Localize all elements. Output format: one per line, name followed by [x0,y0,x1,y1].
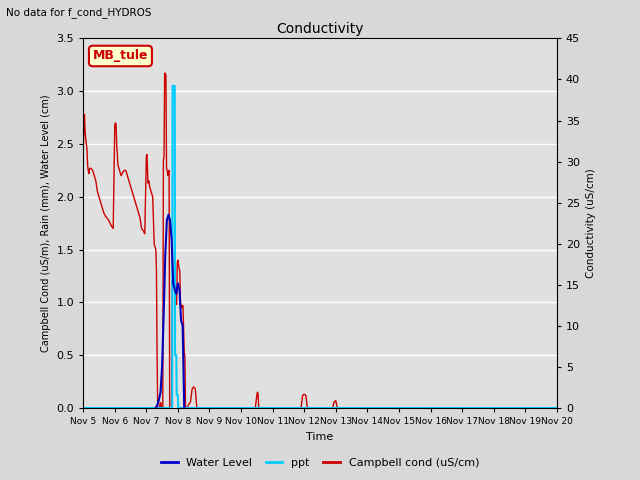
Text: MB_tule: MB_tule [93,49,148,62]
Title: Conductivity: Conductivity [276,22,364,36]
Legend: Water Level, ppt, Campbell cond (uS/cm): Water Level, ppt, Campbell cond (uS/cm) [156,453,484,472]
Text: No data for f_cond_HYDROS: No data for f_cond_HYDROS [6,7,152,18]
Y-axis label: Conductivity (uS/cm): Conductivity (uS/cm) [586,168,595,278]
Y-axis label: Campbell Cond (uS/m), Rain (mm), Water Level (cm): Campbell Cond (uS/m), Rain (mm), Water L… [41,95,51,352]
X-axis label: Time: Time [307,432,333,442]
